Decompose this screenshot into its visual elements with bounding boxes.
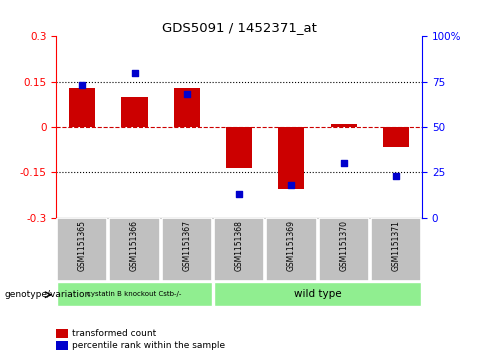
Point: [392, 173, 400, 179]
Text: GSM1151365: GSM1151365: [78, 220, 87, 271]
Point: [235, 191, 243, 197]
Text: GSM1151369: GSM1151369: [287, 220, 296, 271]
Title: GDS5091 / 1452371_at: GDS5091 / 1452371_at: [162, 21, 317, 34]
FancyBboxPatch shape: [57, 219, 107, 281]
Text: transformed count: transformed count: [72, 329, 157, 338]
Bar: [69, 88, 95, 127]
FancyBboxPatch shape: [266, 219, 317, 281]
Bar: [383, 127, 409, 147]
Bar: [56, 341, 68, 350]
Text: GSM1151368: GSM1151368: [235, 220, 244, 270]
Bar: [278, 127, 305, 189]
Bar: [56, 329, 68, 338]
FancyBboxPatch shape: [57, 282, 212, 306]
FancyBboxPatch shape: [371, 219, 421, 281]
Text: GSM1151367: GSM1151367: [183, 220, 191, 271]
Text: percentile rank within the sample: percentile rank within the sample: [72, 342, 225, 350]
Text: wild type: wild type: [294, 289, 342, 299]
Bar: [174, 88, 200, 127]
Point: [79, 82, 86, 88]
Text: GSM1151366: GSM1151366: [130, 220, 139, 271]
FancyBboxPatch shape: [214, 282, 421, 306]
Text: GSM1151371: GSM1151371: [391, 220, 401, 270]
Text: genotype/variation: genotype/variation: [5, 290, 91, 299]
Point: [287, 182, 295, 188]
Bar: [331, 124, 357, 127]
Point: [131, 70, 139, 76]
FancyBboxPatch shape: [162, 219, 212, 281]
Text: GSM1151370: GSM1151370: [339, 220, 348, 271]
FancyBboxPatch shape: [109, 219, 160, 281]
Bar: [122, 97, 148, 127]
Text: cystatin B knockout Cstb-/-: cystatin B knockout Cstb-/-: [87, 291, 182, 297]
Point: [183, 91, 191, 97]
FancyBboxPatch shape: [319, 219, 369, 281]
Point: [340, 160, 347, 166]
Bar: [226, 127, 252, 168]
FancyBboxPatch shape: [214, 219, 264, 281]
